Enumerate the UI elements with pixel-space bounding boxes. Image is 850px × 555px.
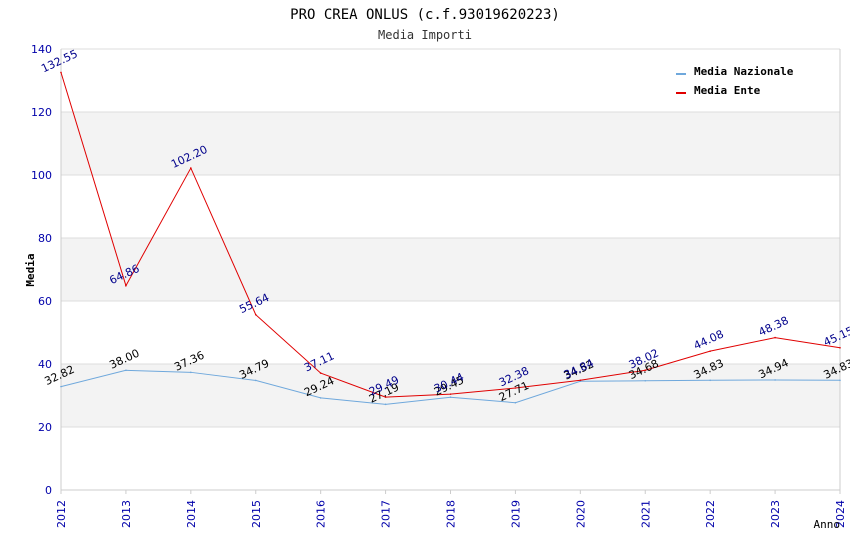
- data-point: [125, 284, 127, 287]
- data-point: [190, 167, 192, 169]
- grid-band: [61, 364, 840, 427]
- chart-title: PRO CREA ONLUS (c.f.93019620223): [290, 7, 560, 23]
- legend: Media Nazionale Media Ente: [676, 65, 794, 97]
- data-point: [449, 396, 452, 399]
- x-tick-label: 2017: [380, 500, 393, 528]
- x-tick-label: 2013: [120, 500, 133, 528]
- data-point: [644, 369, 647, 372]
- x-tick-label: 2018: [445, 500, 458, 528]
- y-tick-label: 80: [38, 232, 52, 245]
- y-tick-label: 140: [31, 43, 52, 56]
- y-tick-label: 0: [45, 484, 52, 497]
- series-lines: [60, 71, 841, 406]
- data-point: [774, 379, 776, 381]
- data-point: [319, 397, 322, 399]
- data-point: [709, 350, 711, 352]
- data-point: [644, 379, 647, 382]
- data-point: [514, 387, 517, 389]
- data-point: [774, 336, 776, 339]
- x-tick-label: 2022: [704, 500, 717, 528]
- x-tick-label: 2019: [509, 500, 522, 528]
- grid-band: [61, 112, 840, 175]
- data-point: [254, 379, 257, 382]
- x-tick-label: 2024: [834, 500, 847, 528]
- data-point: [125, 369, 127, 372]
- data-point: [839, 379, 841, 382]
- x-tick-labels: 2012 2013 2014 2015 2016 2017 2018 2019 2020 2021…: [55, 490, 847, 528]
- y-tick-label: 20: [38, 421, 52, 434]
- data-point: [254, 313, 257, 316]
- x-tick-label: 2016: [315, 500, 328, 528]
- data-point: [449, 393, 452, 395]
- data-label: 48.38: [757, 314, 791, 339]
- x-tick-label: 2015: [250, 500, 263, 528]
- data-point: [839, 346, 841, 349]
- legend-label: Media Ente: [694, 84, 761, 97]
- y-tick-label: 40: [38, 358, 52, 371]
- x-tick-label: 2023: [769, 500, 782, 528]
- y-tick-label: 120: [31, 106, 52, 119]
- x-tick-label: 2012: [55, 500, 68, 528]
- data-label: 45.15: [821, 324, 850, 349]
- x-tick-label: 2020: [574, 500, 587, 528]
- grid-bands: [61, 112, 840, 427]
- data-point: [60, 71, 62, 74]
- x-tick-label: 2021: [639, 500, 652, 528]
- legend-label: Media Nazionale: [694, 65, 794, 78]
- data-point: [709, 379, 711, 382]
- y-tick-label: 60: [38, 295, 52, 308]
- y-tick-label: 100: [31, 169, 52, 182]
- data-point: [514, 401, 517, 404]
- data-point: [319, 372, 322, 374]
- chart-subtitle: Media Importi: [378, 28, 472, 42]
- y-axis-label: Media: [24, 253, 37, 286]
- data-point: [384, 403, 387, 406]
- grid-band: [61, 238, 840, 301]
- data-point: [579, 379, 582, 382]
- y-tick-labels: 0 20 40 60 80 100 120 140: [31, 43, 52, 497]
- data-point: [384, 396, 387, 398]
- x-tick-label: 2014: [185, 500, 198, 528]
- x-axis-label: Anno: [814, 518, 841, 531]
- data-point: [190, 371, 192, 374]
- data-point: [60, 385, 62, 388]
